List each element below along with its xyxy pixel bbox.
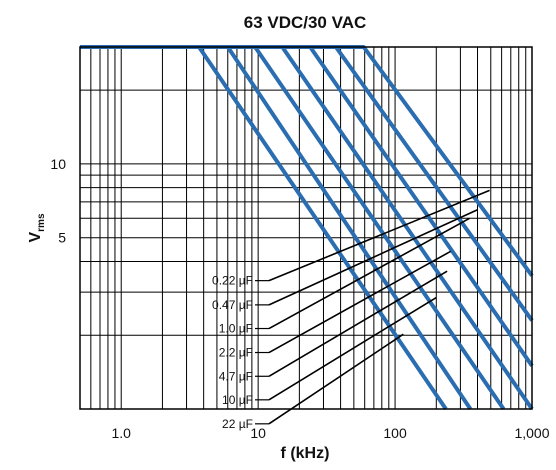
chart-title: 63 VDC/30 VAC xyxy=(244,13,367,32)
leader-line xyxy=(268,296,437,401)
capacitance-label: 10 µF xyxy=(222,393,253,407)
leader-line xyxy=(268,333,404,425)
x-tick-label: 100 xyxy=(383,425,407,441)
leader-line xyxy=(268,217,470,330)
y-tick-labels: 10 5 xyxy=(50,156,66,246)
leader-line xyxy=(268,189,490,282)
capacitance-label: 0.47 µF xyxy=(212,298,253,312)
svg-text:Vrms: Vrms xyxy=(27,213,47,242)
capacitance-label: 0.22 µF xyxy=(212,274,253,288)
leader-line xyxy=(268,250,452,354)
capacitance-label: 1.0 µF xyxy=(219,322,253,336)
leader-line xyxy=(268,209,478,306)
capacitance-label: 4.7 µF xyxy=(219,369,253,383)
curve-line xyxy=(80,45,506,411)
y-tick-label: 10 xyxy=(50,156,66,172)
annotations: 0.22 µF 0.47 µF 1.0 µF 2.2 µF 4.7 µF 10 µF 22 … xyxy=(212,189,490,431)
y-tick-label: 5 xyxy=(58,230,66,246)
y-axis-label-main: V xyxy=(27,232,44,243)
y-axis-label: Vrms xyxy=(27,213,47,242)
x-tick-label: 10 xyxy=(250,425,266,441)
capacitance-label: 2.2 µF xyxy=(219,346,253,360)
x-tick-labels: 1.0 10 100 1,000 xyxy=(111,425,549,441)
x-tick-label: 1.0 xyxy=(111,425,131,441)
plot-frame xyxy=(79,46,533,410)
y-axis-label-sub: rms xyxy=(36,213,47,232)
curve-line xyxy=(80,45,473,411)
x-tick-label: 1,000 xyxy=(514,425,549,441)
capacitance-label: 22 µF xyxy=(222,417,253,431)
leader-line xyxy=(268,270,448,377)
x-axis-label: f (kHz) xyxy=(281,445,330,462)
